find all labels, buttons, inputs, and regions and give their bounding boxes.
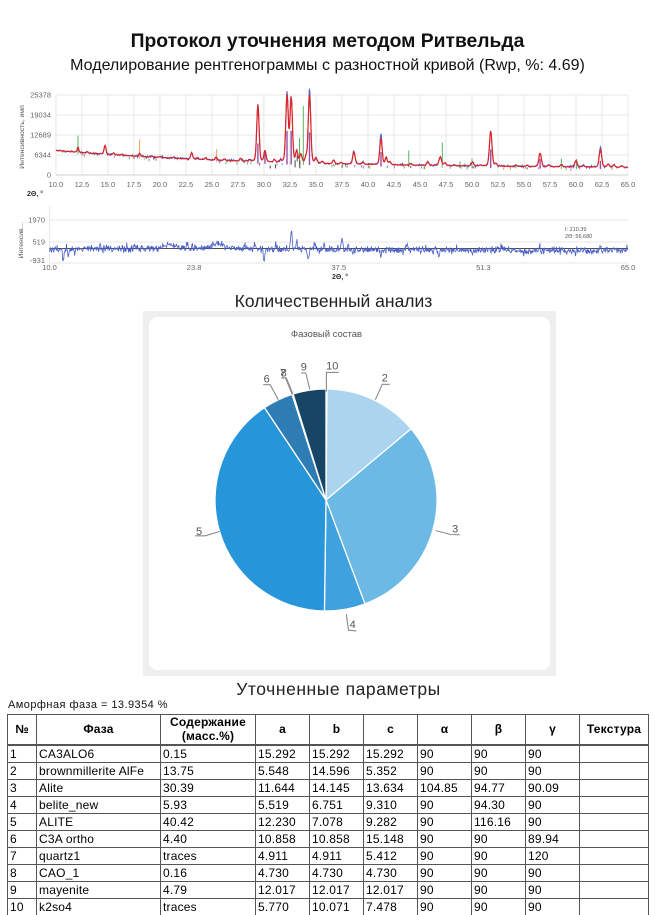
svg-text:I: 210.39: I: 210.39 xyxy=(565,227,586,233)
svg-text:519: 519 xyxy=(32,238,45,247)
svg-text:65.0: 65.0 xyxy=(621,263,636,272)
svg-text:4: 4 xyxy=(350,619,356,631)
svg-text:3: 3 xyxy=(452,524,458,536)
svg-text:2Θ, °: 2Θ, ° xyxy=(27,190,43,198)
svg-text:6344: 6344 xyxy=(34,151,51,160)
svg-text:35.0: 35.0 xyxy=(309,180,324,189)
svg-text:20.0: 20.0 xyxy=(153,180,168,189)
svg-text:60.0: 60.0 xyxy=(569,180,584,189)
svg-text:25378: 25378 xyxy=(30,91,51,100)
svg-text:12689: 12689 xyxy=(30,131,51,140)
svg-text:2Θ, °: 2Θ, ° xyxy=(332,273,348,281)
svg-text:15.0: 15.0 xyxy=(101,180,116,189)
svg-text:37.5: 37.5 xyxy=(331,263,346,272)
svg-text:12.5: 12.5 xyxy=(75,180,90,189)
svg-text:30.0: 30.0 xyxy=(257,180,272,189)
svg-text:5: 5 xyxy=(196,526,202,538)
svg-text:8: 8 xyxy=(281,367,287,379)
svg-text:62.5: 62.5 xyxy=(595,180,610,189)
svg-text:52.5: 52.5 xyxy=(491,180,506,189)
svg-text:51.3: 51.3 xyxy=(476,263,491,272)
svg-text:27.5: 27.5 xyxy=(231,180,246,189)
svg-text:2Θ: 56.680: 2Θ: 56.680 xyxy=(565,234,592,240)
svg-text:42.5: 42.5 xyxy=(387,180,402,189)
svg-text:65.0: 65.0 xyxy=(621,180,636,189)
svg-text:6: 6 xyxy=(264,374,270,386)
svg-text:-931: -931 xyxy=(30,256,45,265)
svg-text:9: 9 xyxy=(301,362,307,374)
svg-text:Интенсивность, имп: Интенсивность, имп xyxy=(19,105,26,169)
svg-text:50.0: 50.0 xyxy=(465,180,480,189)
svg-text:23.8: 23.8 xyxy=(187,263,202,272)
svg-text:45.0: 45.0 xyxy=(413,180,428,189)
svg-text:55.0: 55.0 xyxy=(517,180,532,189)
svg-text:47.5: 47.5 xyxy=(439,180,454,189)
svg-text:7: 7 xyxy=(280,367,286,379)
svg-text:2: 2 xyxy=(382,372,388,384)
svg-text:37.5: 37.5 xyxy=(335,180,350,189)
svg-text:22.5: 22.5 xyxy=(179,180,194,189)
svg-text:1970: 1970 xyxy=(28,216,45,225)
svg-text:40.0: 40.0 xyxy=(361,180,376,189)
svg-text:19034: 19034 xyxy=(30,111,51,120)
svg-text:32.5: 32.5 xyxy=(283,180,298,189)
svg-text:10.0: 10.0 xyxy=(42,263,57,272)
svg-text:10.0: 10.0 xyxy=(49,180,64,189)
svg-text:0: 0 xyxy=(47,171,51,180)
svg-text:17.5: 17.5 xyxy=(127,180,142,189)
svg-text:Интенсив…: Интенсив… xyxy=(18,222,25,259)
svg-text:57.5: 57.5 xyxy=(543,180,558,189)
svg-text:25.0: 25.0 xyxy=(205,180,220,189)
svg-text:10: 10 xyxy=(326,361,338,373)
